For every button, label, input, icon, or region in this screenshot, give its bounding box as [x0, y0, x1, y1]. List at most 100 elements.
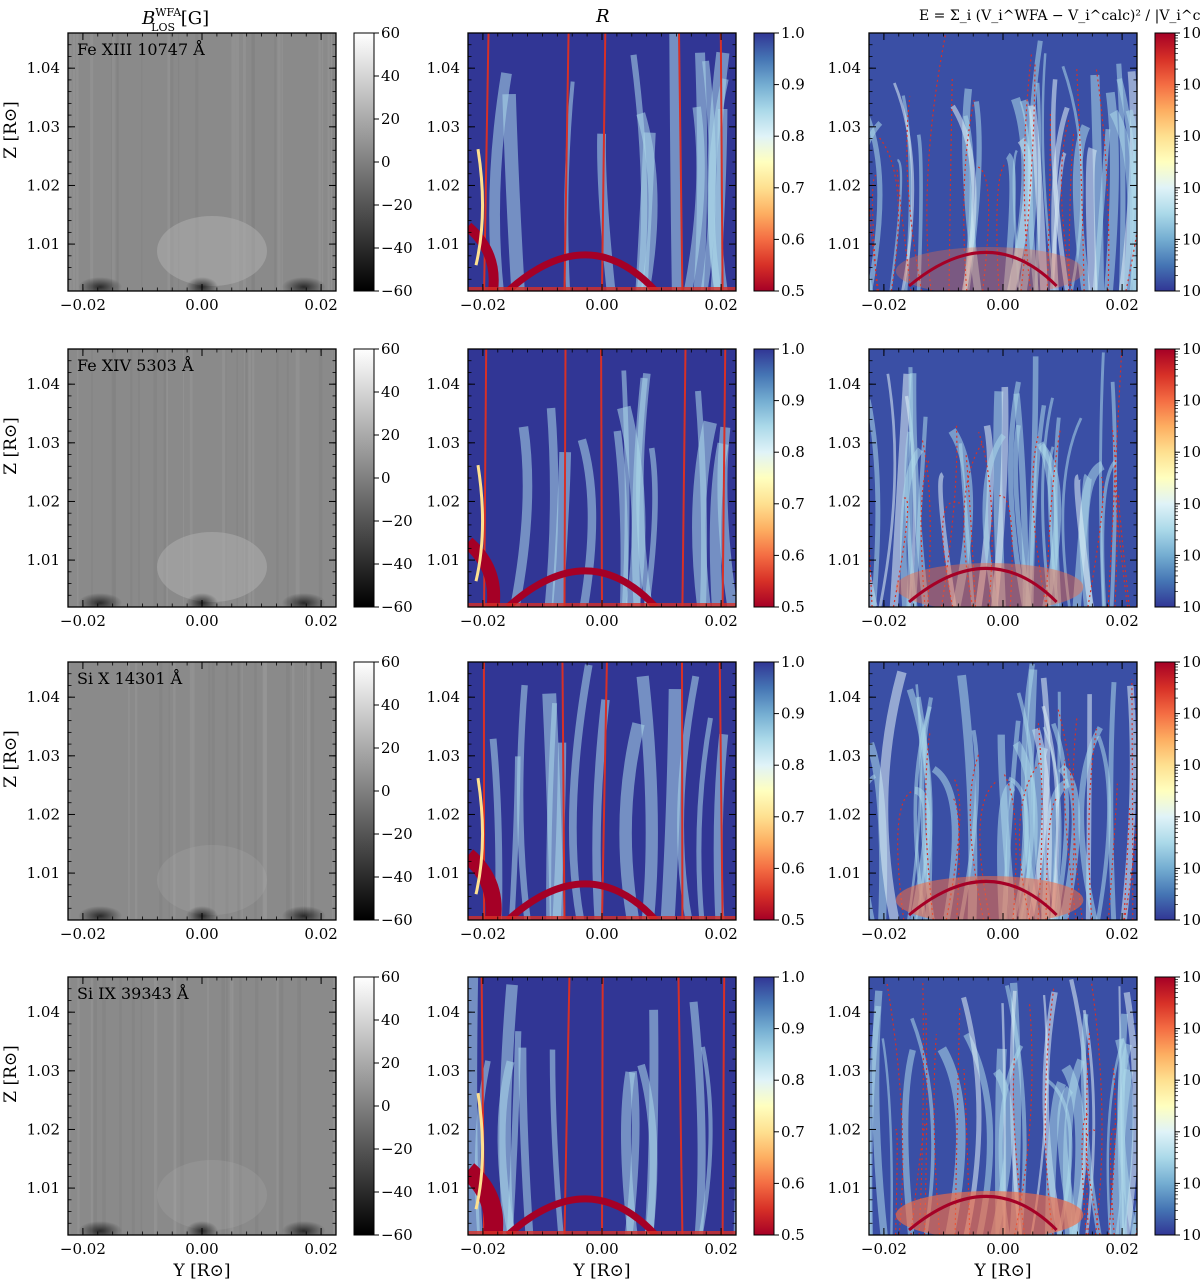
heatmap-image	[68, 349, 336, 607]
colorbar-tick-label: 0.6	[781, 546, 805, 564]
y-tick-label: 1.01	[427, 1179, 460, 1197]
y-tick-label: 1.01	[828, 235, 861, 253]
y-tick-label: 1.02	[828, 492, 861, 510]
colorbar-tick-label: 0.7	[781, 495, 805, 513]
heatmap-image	[68, 33, 336, 291]
y-tick-label: 1.02	[828, 1120, 861, 1138]
colorbar: −60 −40 −20 0 20 40 60	[353, 340, 413, 616]
x-tick-label: −0.02	[60, 925, 106, 943]
colorbar-tick-label: 1.0	[781, 653, 805, 671]
y-tick-label: 1.02	[828, 805, 861, 823]
heatmap-image	[468, 33, 736, 291]
heatmap-image	[468, 349, 736, 607]
y-tick-label: 1.04	[828, 375, 861, 393]
colorbar-tick-label: 0.7	[781, 808, 805, 826]
colorbar: −60 −40 −20 0 20 40 60	[353, 653, 413, 929]
x-tick-label: 0.00	[585, 925, 618, 943]
colorbar: −60 −40 −20 0 20 40 60	[353, 24, 413, 300]
x-tick-label: −0.02	[460, 296, 506, 314]
col-title-e: E = Σ_i (V_i^WFA − V_i^calc)² / |V_i^cal…	[919, 8, 1200, 24]
colorbar-tick-label: 0.5	[781, 598, 805, 616]
panel-1-3: −0.02 0.00 0.021.011.021.031.04Y [R⊙]0.50.…	[427, 968, 805, 1281]
colorbar-tick-label: 20	[381, 110, 400, 128]
panel-1-1: −0.02 0.00 0.021.011.021.031.040.50.60.70.…	[427, 340, 805, 630]
y-tick-label: 1.04	[828, 59, 861, 77]
colorbar-tick-label: 0.8	[781, 756, 805, 774]
colorbar-tick-label: 0.8	[781, 1071, 805, 1089]
colorbar-tick-label: 10⁶	[1182, 340, 1200, 358]
x-axis-label: Y [R⊙]	[974, 1261, 1032, 1281]
y-tick-label: 1.03	[27, 1062, 60, 1080]
colorbar: 10¹ 10² 10³ 10⁴ 10⁵ 10⁶	[1154, 24, 1200, 300]
colorbar-tick-label: 0.7	[781, 1123, 805, 1141]
y-tick-label: 1.01	[27, 551, 60, 569]
y-tick-label: 1.02	[427, 492, 460, 510]
colorbar-tick-label: 0.5	[781, 282, 805, 300]
colorbar-tick-label: 10³	[1182, 1123, 1200, 1141]
y-tick-label: 1.02	[427, 805, 460, 823]
colorbar: 0.5 0.6 0.7 0.8 0.9 1.0	[753, 653, 805, 929]
x-tick-label: 0.00	[986, 612, 1019, 630]
colorbar-tick-label: 60	[381, 24, 400, 42]
colorbar: 10¹ 10² 10³ 10⁴ 10⁵ 10⁶	[1154, 340, 1200, 616]
colorbar-tick-label: −40	[381, 868, 413, 886]
colorbar-tick-label: 0.6	[781, 230, 805, 248]
y-tick-label: 1.04	[427, 1003, 460, 1021]
x-tick-label: 0.00	[986, 925, 1019, 943]
x-tick-label: 0.02	[704, 925, 737, 943]
colorbar-tick-label: −60	[381, 911, 413, 929]
x-tick-label: 0.00	[185, 1240, 218, 1258]
colorbar-tick-label: 10⁵	[1182, 705, 1200, 723]
y-tick-label: 1.04	[427, 375, 460, 393]
x-tick-label: 0.02	[1105, 925, 1138, 943]
x-tick-label: 0.00	[585, 296, 618, 314]
spectral-line-label: Si X 14301 Å	[77, 668, 183, 688]
y-tick-label: 1.03	[427, 1062, 460, 1080]
colorbar-tick-label: 10³	[1182, 179, 1200, 197]
colorbar-tick-label: 10²	[1182, 1174, 1200, 1192]
colorbar-tick-label: 10²	[1182, 859, 1200, 877]
colorbar-tick-label: 10²	[1182, 230, 1200, 248]
x-tick-label: 0.00	[585, 612, 618, 630]
colorbar-tick-label: 10⁵	[1182, 392, 1200, 410]
x-tick-label: −0.02	[460, 1240, 506, 1258]
x-tick-label: 0.02	[704, 612, 737, 630]
colorbar-tick-label: 60	[381, 968, 400, 986]
colorbar: −60 −40 −20 0 20 40 60	[353, 968, 413, 1244]
x-tick-label: 0.00	[185, 925, 218, 943]
colorbar-tick-label: −20	[381, 512, 413, 530]
x-tick-label: −0.02	[60, 612, 106, 630]
colorbar-tick-label: −40	[381, 555, 413, 573]
colorbar-tick-label: 10⁵	[1182, 1020, 1200, 1038]
colorbar-tick-label: −20	[381, 1140, 413, 1158]
y-tick-label: 1.02	[828, 176, 861, 194]
heatmap-image	[869, 33, 1137, 291]
y-axis-label: Z [R⊙]	[1, 417, 21, 475]
y-tick-label: 1.03	[27, 434, 60, 452]
colorbar-tick-label: −60	[381, 282, 413, 300]
panel-0-0: −0.02 0.00 0.02 1.01 1.02 1.03 1.04 Z [R⊙] Fe XI…	[1, 24, 413, 314]
heatmap-image	[468, 977, 736, 1235]
colorbar-tick-label: 10⁶	[1182, 968, 1200, 986]
col-title-blos: BWFA LOS [G]	[141, 6, 209, 34]
x-tick-label: 0.02	[304, 296, 337, 314]
colorbar: 10¹ 10² 10³ 10⁴ 10⁵ 10⁶	[1154, 968, 1200, 1244]
colorbar-tick-label: 40	[381, 1011, 400, 1029]
y-axis-label: Z [R⊙]	[1, 1045, 21, 1103]
y-tick-label: 1.04	[27, 1003, 60, 1021]
y-tick-label: 1.01	[27, 864, 60, 882]
y-tick-label: 1.04	[828, 688, 861, 706]
colorbar-tick-label: −60	[381, 598, 413, 616]
panel-0-1: −0.02 0.00 0.02 1.01 1.02 1.03 1.04 Z [R⊙] Fe XI…	[1, 340, 413, 630]
y-tick-label: 1.04	[828, 1003, 861, 1021]
x-tick-label: −0.02	[861, 1240, 907, 1258]
heatmap-image	[869, 977, 1137, 1235]
y-tick-label: 1.02	[27, 492, 60, 510]
x-tick-label: −0.02	[861, 612, 907, 630]
x-tick-label: 0.02	[304, 925, 337, 943]
x-tick-label: 0.00	[986, 1240, 1019, 1258]
colorbar-tick-label: 0.8	[781, 127, 805, 145]
y-tick-label: 1.01	[828, 864, 861, 882]
colorbar-tick-label: 10⁶	[1182, 24, 1200, 42]
x-tick-label: 0.02	[304, 1240, 337, 1258]
